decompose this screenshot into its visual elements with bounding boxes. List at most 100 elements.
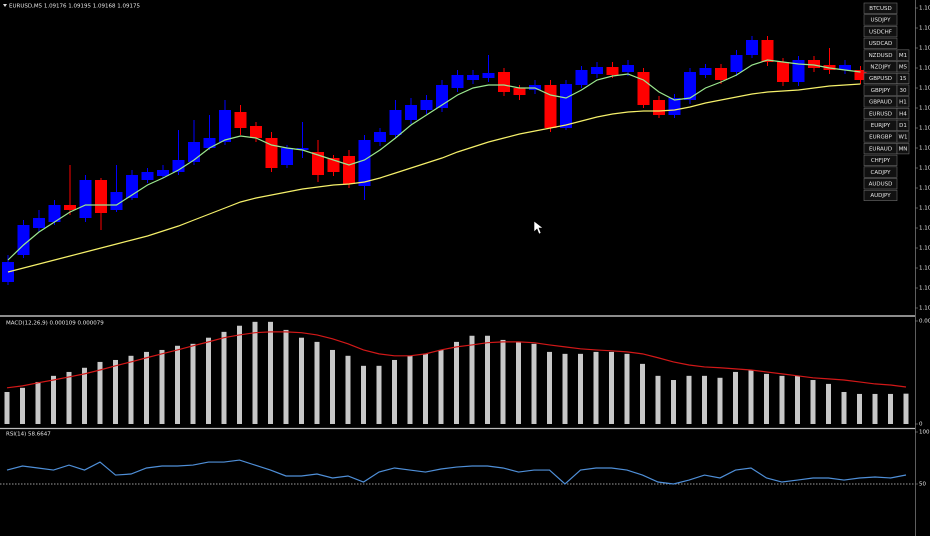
timeframe-button-box[interactable] — [896, 119, 910, 131]
timeframe-button-box[interactable] — [896, 72, 910, 84]
timeframe-label[interactable]: M1 — [899, 53, 907, 59]
macd-bar — [609, 351, 614, 424]
symbol-button-box[interactable] — [863, 154, 898, 166]
symbol-button-box[interactable] — [863, 26, 898, 38]
timeframe-button-box[interactable] — [896, 61, 910, 73]
symbol-button[interactable]: CHFJPY — [863, 154, 898, 166]
symbol-button[interactable]: EURGBP — [863, 131, 898, 143]
symbol-button[interactable]: BTCUSD — [863, 2, 898, 14]
symbol-button[interactable]: USDJPY — [863, 14, 898, 26]
macd-bar — [330, 349, 335, 424]
timeframe-button[interactable]: MN — [896, 143, 910, 155]
candle-body — [157, 170, 169, 176]
timeframe-button-box[interactable] — [896, 84, 910, 96]
timeframe-button[interactable]: W1 — [896, 131, 910, 143]
timeframe-button[interactable]: H1 — [896, 96, 910, 108]
timeframe-label[interactable]: MN — [899, 146, 908, 152]
macd-bar — [51, 375, 56, 424]
symbol-button-box[interactable] — [863, 189, 898, 201]
timeframe-button-box[interactable] — [896, 131, 910, 143]
symbol-label[interactable]: GBPUSD — [869, 76, 892, 82]
symbol-label[interactable]: USDJPY — [871, 18, 892, 24]
macd-bar — [206, 337, 211, 424]
macd-bar — [97, 361, 103, 424]
y-tick-label: 0.00037 — [919, 319, 930, 325]
symbol-button[interactable]: EURUSD — [863, 108, 898, 120]
y-tick-label: 1.1040 — [919, 26, 930, 32]
macd-bar — [531, 343, 537, 424]
symbol-button[interactable]: EURAUD — [863, 143, 898, 155]
symbol-label[interactable]: USDCHF — [869, 29, 892, 35]
timeframe-button[interactable]: 30 — [896, 84, 910, 96]
timeframe-button[interactable]: D1 — [896, 119, 910, 131]
symbol-button[interactable]: NZDJPY — [863, 61, 898, 73]
candle-body — [808, 60, 820, 68]
symbol-label[interactable]: GBPAUD — [869, 100, 892, 106]
macd-bar — [190, 343, 196, 424]
symbol-label[interactable]: GBPJPY — [871, 88, 891, 94]
macd-bar — [686, 375, 692, 424]
timeframe-label[interactable]: W1 — [899, 135, 908, 141]
symbol-label[interactable]: CADJPY — [870, 170, 891, 176]
macd-bar — [469, 335, 475, 424]
macd-bar — [314, 341, 320, 424]
timeframe-label[interactable]: M5 — [899, 65, 908, 71]
symbol-label[interactable]: EURUSD — [869, 111, 892, 117]
candle-body — [172, 160, 185, 172]
symbol-button[interactable]: GBPUSD — [863, 72, 898, 84]
symbol-button-box[interactable] — [863, 37, 898, 49]
timeframe-button-box[interactable] — [896, 49, 910, 61]
timeframe-button-box[interactable] — [896, 108, 910, 120]
symbol-label[interactable]: AUDUSD — [869, 182, 893, 188]
timeframe-label[interactable]: H1 — [899, 100, 907, 106]
symbol-button-box[interactable] — [863, 166, 898, 178]
timeframe-button-box[interactable] — [896, 96, 910, 108]
candle-body — [2, 262, 14, 282]
symbol-label[interactable]: EURJPY — [871, 123, 891, 129]
macd-bar — [903, 393, 909, 424]
symbol-label[interactable]: USDCAD — [869, 41, 893, 47]
y-tick-label: 1.1024 — [919, 186, 930, 192]
timeframe-button[interactable]: 15 — [896, 72, 910, 84]
timeframe-button[interactable]: M1 — [896, 49, 910, 61]
timeframe-button[interactable]: M5 — [896, 61, 910, 73]
symbol-label[interactable]: AUDJPY — [870, 193, 891, 199]
y-tick-label: 1.1032 — [919, 106, 930, 112]
y-tick-label: 1.1016 — [919, 266, 930, 272]
timeframe-label[interactable]: 15 — [900, 76, 907, 82]
candle-body — [513, 88, 526, 95]
timeframe-button[interactable]: H4 — [896, 108, 910, 120]
symbol-label[interactable]: CHFJPY — [871, 158, 891, 164]
macd-bar — [268, 321, 273, 424]
candle-body — [575, 70, 588, 85]
symbol-button[interactable]: NZDUSD — [863, 49, 898, 61]
symbol-button[interactable]: AUDUSD — [863, 178, 898, 190]
symbol-button[interactable]: CADJPY — [863, 166, 898, 178]
macd-bar — [578, 353, 583, 424]
symbol-button[interactable]: GBPJPY — [863, 84, 898, 96]
symbol-label[interactable]: NZDJPY — [870, 65, 891, 71]
symbol-button-box[interactable] — [863, 14, 898, 26]
timeframe-label[interactable]: 30 — [900, 88, 907, 94]
timeframe-button-box[interactable] — [896, 143, 910, 155]
y-tick-label: 1.1034 — [919, 86, 930, 92]
symbol-label[interactable]: EURAUD — [869, 146, 892, 152]
symbol-button[interactable]: AUDJPY — [863, 189, 898, 201]
timeframe-label[interactable]: H4 — [899, 111, 907, 117]
symbol-button[interactable]: EURJPY — [863, 119, 898, 131]
symbol-button[interactable]: USDCAD — [863, 37, 898, 49]
candle-body — [250, 126, 262, 138]
symbol-button[interactable]: GBPAUD — [863, 96, 898, 108]
symbol-label[interactable]: NZDUSD — [869, 53, 893, 59]
macd-bar — [702, 375, 707, 424]
y-tick-label: 1.1038 — [919, 46, 930, 52]
macd-bar — [547, 351, 552, 424]
symbol-button[interactable]: USDCHF — [863, 26, 898, 38]
indicator-line — [7, 83, 861, 273]
symbol-button-box[interactable] — [863, 2, 898, 14]
symbol-label[interactable]: EURGBP — [869, 135, 892, 141]
timeframe-label[interactable]: D1 — [899, 123, 907, 129]
symbol-button-box[interactable] — [863, 178, 898, 190]
symbol-label[interactable]: BTCUSD — [869, 6, 891, 12]
